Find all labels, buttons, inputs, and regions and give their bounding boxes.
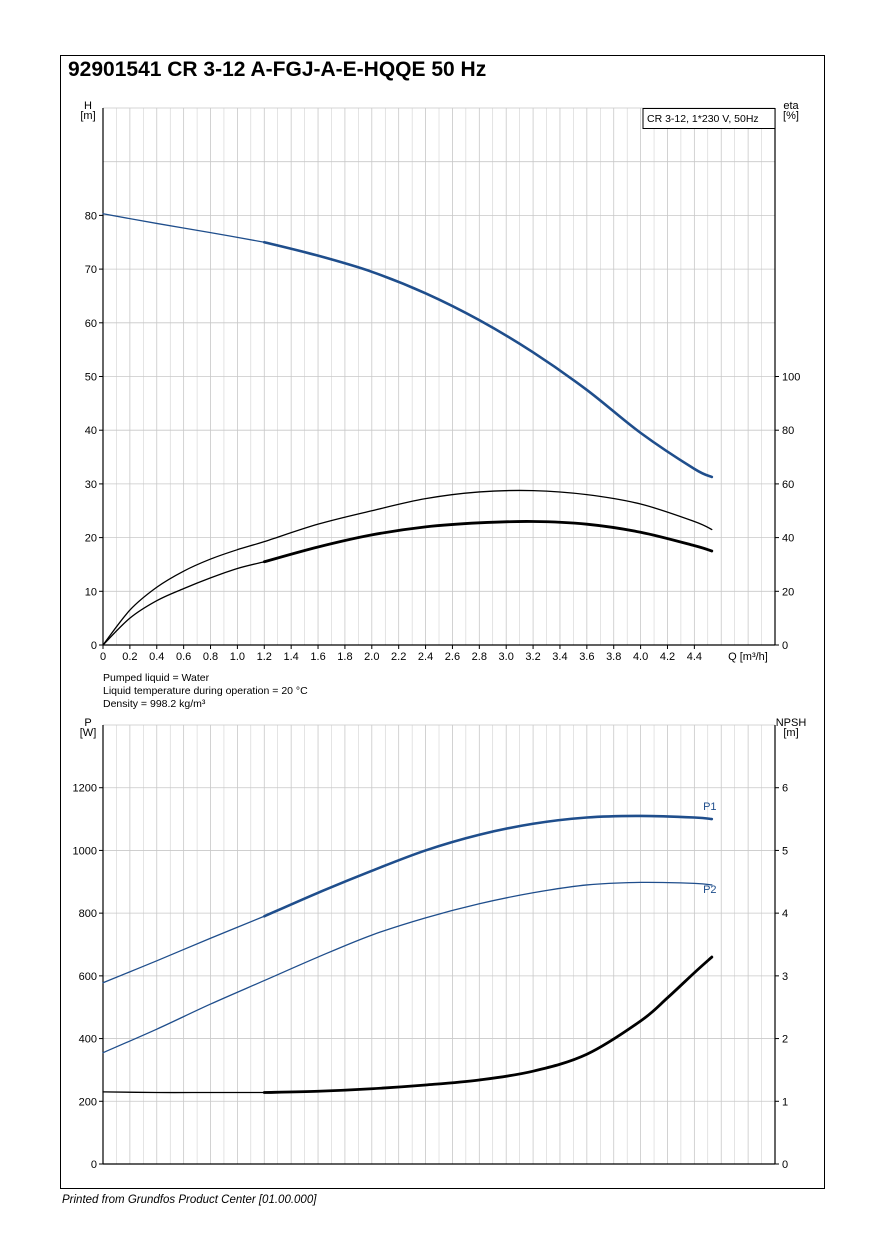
top-x-tick-label: 0.8	[203, 651, 218, 663]
bottom-y2-tick-label: 1	[782, 1096, 788, 1108]
top-x-tick-label: 3.2	[525, 651, 540, 663]
top-series-2-line	[262, 520, 714, 564]
top-y-tick-label: 70	[85, 264, 97, 276]
bottom-y-tick-label: 600	[79, 971, 97, 983]
top-x-tick-label: 3.8	[606, 651, 621, 663]
top-y-tick-label: 10	[85, 586, 97, 598]
bottom-y-tick-label: 1200	[73, 783, 97, 795]
top-x-tick-label: 3.4	[552, 651, 567, 663]
top-x-tick-label: 1.6	[310, 651, 325, 663]
bottom-y2-tick-label: 4	[782, 908, 788, 920]
top-series-1-line	[102, 489, 713, 646]
top-x-tick-label: 2.0	[364, 651, 379, 663]
note-line-0: Pumped liquid = Water	[103, 672, 210, 684]
top-y-tick-label: 50	[85, 372, 97, 384]
chart-frame	[60, 55, 825, 1189]
bottom-series-p2-line	[102, 881, 713, 1054]
top-y2-unit: [%]	[783, 110, 799, 122]
bottom-y2-tick-label: 3	[782, 971, 788, 983]
bottom-series-p1-line-thin	[102, 915, 265, 984]
note-line-2: Density = 998.2 kg/m³	[103, 698, 206, 710]
bottom-y2-unit: [m]	[783, 727, 798, 739]
bottom-y-tick-label: 1000	[73, 845, 97, 857]
bottom-y2-tick-label: 2	[782, 1034, 788, 1046]
top-y2-tick-label: 0	[782, 640, 788, 652]
note-line-1: Liquid temperature during operation = 20…	[103, 685, 308, 697]
footer-text: Printed from Grundfos Product Center [01…	[62, 1194, 317, 1206]
top-x-tick-label: 2.6	[445, 651, 460, 663]
top-y2-tick-label: 40	[782, 533, 794, 545]
top-x-tick-label: 0.4	[149, 651, 164, 663]
top-series-2-line-thin	[102, 561, 265, 646]
top-y-tick-label: 80	[85, 210, 97, 222]
top-series-0-line	[262, 240, 714, 479]
bottom-series-p2-label: P2	[703, 884, 716, 896]
top-x-tick-label: 0.6	[176, 651, 191, 663]
top-y2-tick-label: 60	[782, 479, 794, 491]
top-x-tick-label: 2.8	[472, 651, 487, 663]
page-title: 92901541 CR 3-12 A-FGJ-A-E-HQQE 50 Hz	[68, 58, 487, 81]
bottom-y-label: P	[84, 717, 91, 729]
top-x-tick-label: 0	[100, 651, 106, 663]
bottom-y2-label: NPSH	[776, 717, 807, 729]
bottom-series-2-line	[262, 955, 714, 1094]
top-y-tick-label: 60	[85, 318, 97, 330]
top-x-tick-label: 0.2	[122, 651, 137, 663]
top-y2-tick-label: 20	[782, 586, 794, 598]
bottom-y2-tick-label: 6	[782, 783, 788, 795]
bottom-y-tick-label: 400	[79, 1034, 97, 1046]
top-y-tick-label: 40	[85, 425, 97, 437]
bottom-y2-tick-label: 0	[782, 1159, 788, 1171]
top-x-tick-label: 3.0	[499, 651, 514, 663]
legend-box-text: CR 3-12, 1*230 V, 50Hz	[647, 113, 759, 125]
top-series-0-line-thin	[102, 213, 265, 243]
bottom-y-tick-label: 800	[79, 908, 97, 920]
top-x-tick-label: 1.2	[257, 651, 272, 663]
top-y2-tick-label: 100	[782, 372, 800, 384]
top-y2-label: eta	[783, 100, 799, 112]
bottom-y2-tick-label: 5	[782, 845, 788, 857]
top-y-label: H	[84, 100, 92, 112]
top-x-tick-label: 1.4	[284, 651, 299, 663]
top-x-label: Q [m³/h]	[728, 651, 768, 663]
top-x-tick-label: 2.2	[391, 651, 406, 663]
bottom-y-tick-label: 0	[91, 1159, 97, 1171]
bottom-series-p1-label: P1	[703, 801, 716, 813]
top-x-tick-label: 2.4	[418, 651, 433, 663]
top-x-tick-label: 3.6	[579, 651, 594, 663]
top-x-tick-label: 4.2	[660, 651, 675, 663]
top-x-tick-label: 4.0	[633, 651, 648, 663]
bottom-series-p1-line	[262, 814, 714, 918]
top-y2-tick-label: 80	[782, 425, 794, 437]
bottom-y-tick-label: 200	[79, 1096, 97, 1108]
bottom-series-2-line-thin	[102, 1091, 265, 1094]
top-x-tick-label: 1.0	[230, 651, 245, 663]
top-x-tick-label: 4.4	[687, 651, 702, 663]
top-x-tick-label: 1.8	[337, 651, 352, 663]
top-y-tick-label: 0	[91, 640, 97, 652]
bottom-y-unit: [W]	[80, 727, 97, 739]
top-y-tick-label: 30	[85, 479, 97, 491]
top-y-unit: [m]	[80, 110, 95, 122]
top-y-tick-label: 20	[85, 533, 97, 545]
legend-box	[642, 108, 776, 129]
